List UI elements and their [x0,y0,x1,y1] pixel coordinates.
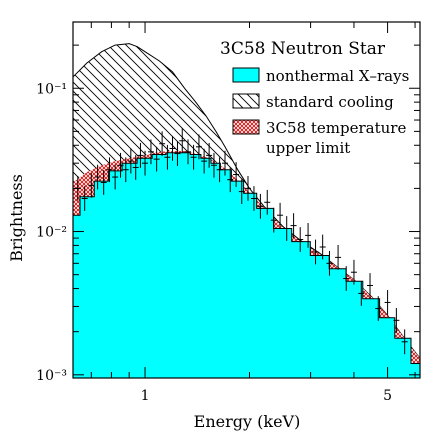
legend-label-upper-limit: 3C58 temperature [266,119,406,137]
data-point [227,167,234,193]
data-point [195,134,202,160]
data-point [153,146,160,172]
data-point [393,307,400,333]
data-point [142,150,149,176]
data-point [222,150,229,176]
data-point [358,281,365,306]
data-point [244,176,251,201]
data-point [367,273,374,298]
data-point [100,170,107,195]
data-point [350,259,357,285]
legend-swatch-upper-limit [232,119,260,135]
data-point [297,227,304,252]
data-point [257,193,264,219]
data-point [88,172,95,198]
y-tick-label-1e-2: 10⁻² [36,225,67,241]
legend: nonthermal X–rays standard cooling 3C58 … [232,67,409,157]
data-point [117,152,124,178]
axis-ticks [73,22,420,378]
data-point [106,157,113,183]
data-point [127,148,134,174]
legend-swatch-nonthermal [232,67,260,83]
legend-label-standard-cooling: standard cooling [266,93,394,111]
y-tick-label-1e-3: 10⁻³ [36,368,67,384]
data-point [233,162,240,187]
data-point [159,131,166,157]
data-point [216,157,223,183]
x-tick-label-5: 5 [383,388,392,404]
data-point [277,202,284,228]
data-point [238,179,245,204]
data-point [270,207,277,233]
data-point [190,144,197,170]
data-point [375,296,382,321]
data-point [174,141,181,166]
data-point [210,152,217,178]
y-tick-label-1e-1: 10⁻¹ [36,81,67,97]
x-tick-label-1: 1 [141,388,150,404]
data-point [312,239,319,265]
data-point [137,143,144,168]
data-point [132,155,139,180]
data-point [264,189,271,215]
plot-frame [72,21,421,379]
x-axis-title: Energy (keV) [194,412,301,431]
data-point [335,245,342,270]
data-point [290,213,297,238]
data-point [81,186,88,211]
data-point [122,157,129,183]
data-point [250,186,257,211]
data-point [283,216,290,241]
data-point [326,250,333,276]
legend-label-upper-limit-line2: upper limit [266,139,350,157]
data-point [305,223,312,248]
data-point [384,290,391,315]
data-point [147,139,154,165]
data-point [185,139,192,165]
data-point [343,266,350,291]
chart-title: 3C58 Neutron Star [220,39,386,59]
data-point [169,136,176,161]
data-point [201,148,208,174]
data-point [94,164,101,190]
data-point [206,143,213,168]
data-point [401,329,408,355]
legend-label-nonthermal: nonthermal X–rays [266,67,409,85]
data-point [179,128,186,154]
data-point [164,144,171,170]
data-point [112,164,119,190]
data-points [74,128,408,355]
data-point [319,234,326,260]
y-axis-title: Brightness [7,174,26,262]
plot-area [73,43,420,378]
legend-swatch-standard-cooling [232,93,260,109]
